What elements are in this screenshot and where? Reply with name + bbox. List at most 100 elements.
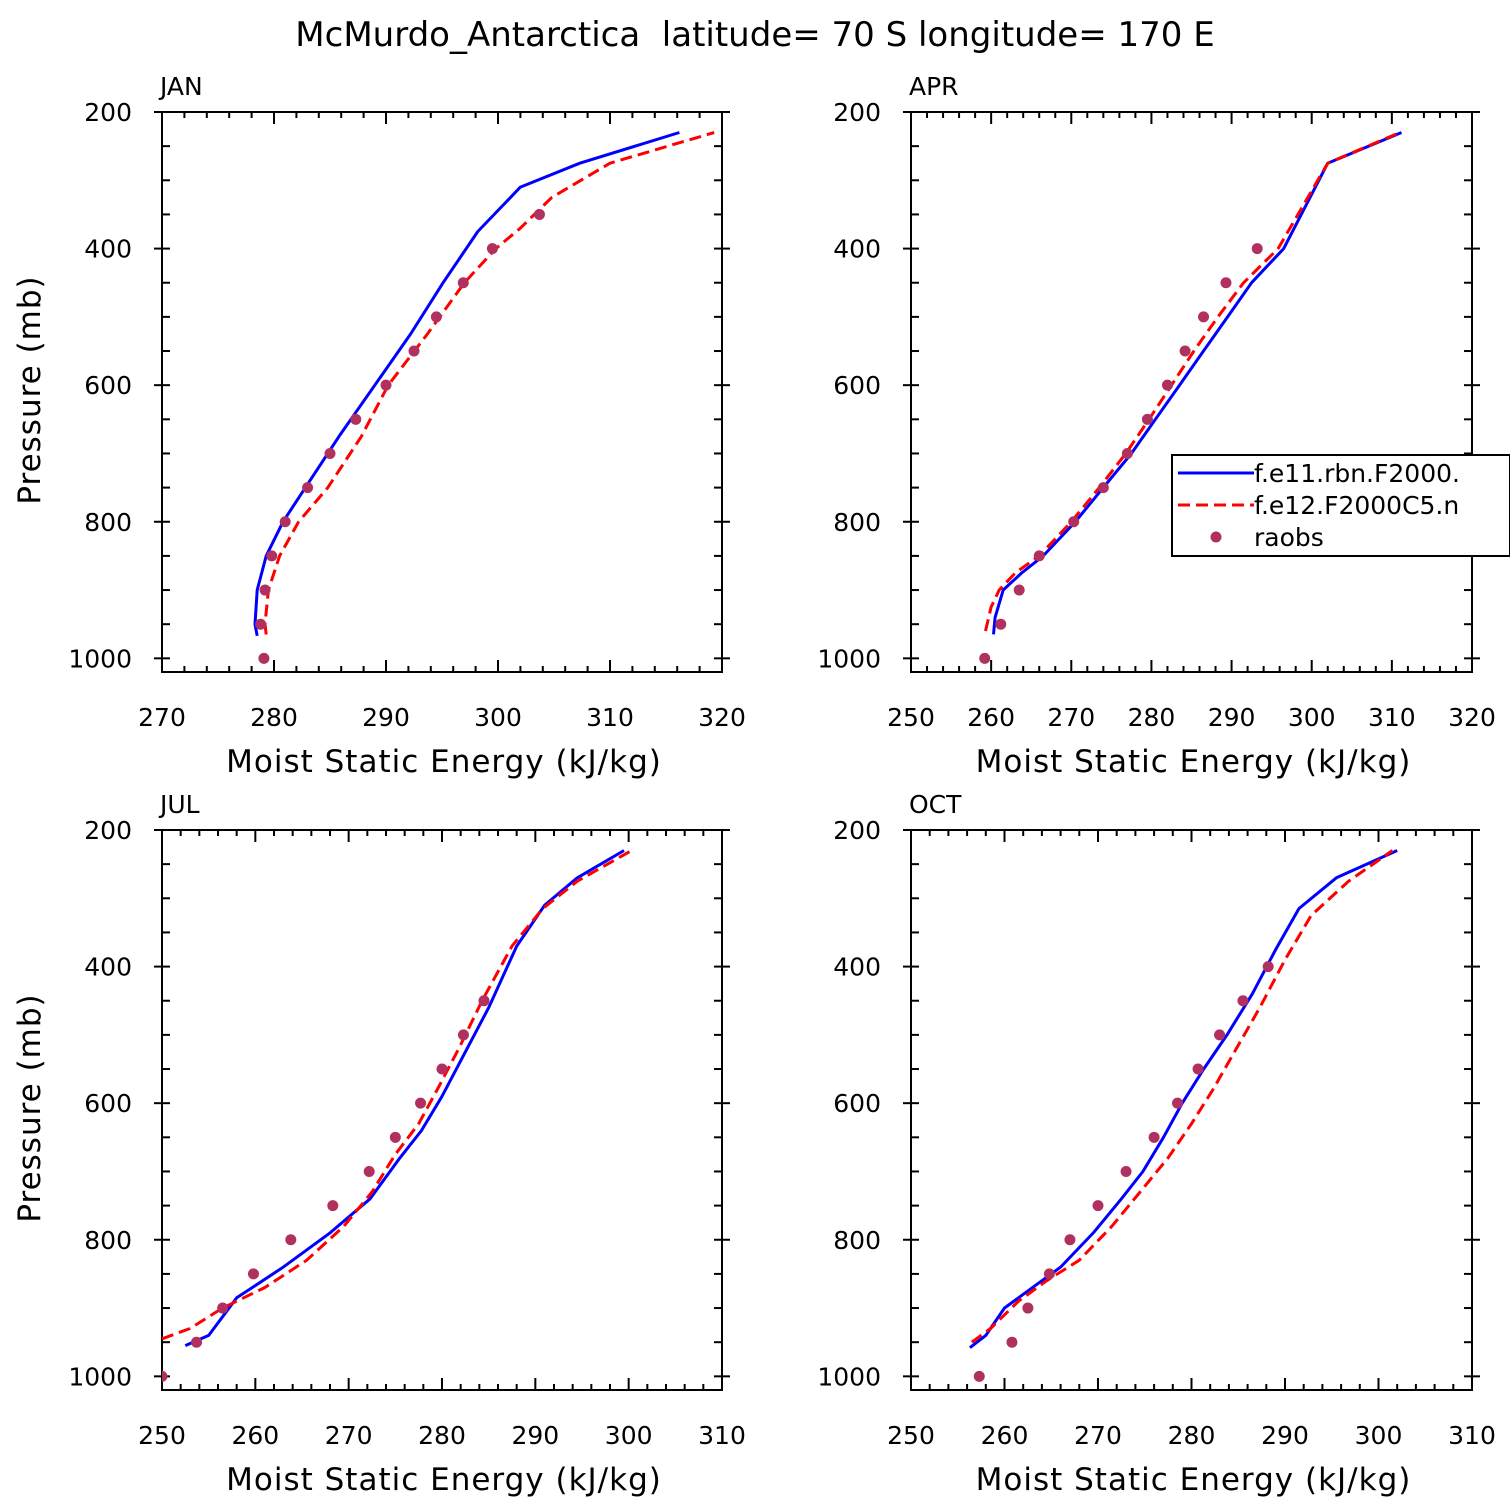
y-tick-label: 400 (833, 235, 881, 264)
panel-oct: 250 260 270 280 290 300 310 200 400 600 800 1000 OCT… (817, 790, 1495, 1498)
series-line-solid (253, 131, 680, 637)
panel-label: JAN (158, 72, 203, 101)
plot-frame (161, 111, 723, 673)
x-tick-label: 260 (967, 703, 1015, 732)
raobs-point (259, 584, 271, 596)
raobs-point (350, 413, 362, 425)
raobs-point (1033, 550, 1045, 562)
x-tick-label: 320 (698, 703, 746, 732)
series-line-dashed (162, 849, 633, 1341)
x-tick-label: 250 (887, 1421, 935, 1450)
panel-label: OCT (909, 790, 962, 819)
raobs-point (415, 1097, 427, 1109)
x-axis-title: Moist Static Energy (kJ/kg) (226, 744, 662, 780)
x-tick-label: 300 (605, 1421, 653, 1450)
raobs-point (1237, 995, 1249, 1007)
y-tick-label: 800 (833, 508, 881, 537)
raobs-point (1262, 961, 1274, 973)
x-tick-label: 320 (1448, 703, 1496, 732)
raobs-point (1097, 482, 1109, 494)
y-tick-label: 1000 (817, 644, 881, 673)
raobs-point (1179, 345, 1191, 357)
raobs-point (302, 482, 314, 494)
x-tick-label: 270 (1047, 703, 1095, 732)
raobs-point (1092, 1200, 1104, 1212)
raobs-point (191, 1336, 203, 1348)
raobs-point (1220, 277, 1232, 289)
series-line-dashed (970, 849, 1394, 1344)
series-line-solid (992, 131, 1403, 635)
y-tick-label: 400 (84, 235, 132, 264)
raobs-point (1022, 1302, 1034, 1314)
x-tick-label: 300 (1355, 1421, 1403, 1450)
raobs-point (1064, 1234, 1076, 1246)
x-tick-label: 310 (1368, 703, 1416, 732)
raobs-point (217, 1302, 229, 1314)
y-tick-label: 400 (84, 953, 132, 982)
legend: f.e11.rbn.F2000. f.e12.F2000C5.n raobs (1171, 454, 1510, 557)
raobs-point (363, 1165, 375, 1177)
raobs-point (973, 1370, 985, 1382)
y-tick-label: 1000 (817, 1362, 881, 1391)
raobs-point (430, 311, 442, 323)
x-tick-label: 270 (138, 703, 186, 732)
raobs-point (266, 550, 278, 562)
raobs-point (285, 1234, 297, 1246)
legend-entry-label: raobs (1254, 523, 1324, 552)
x-axis-title: Moist Static Energy (kJ/kg) (976, 1462, 1412, 1498)
x-axis-title: Moist Static Energy (kJ/kg) (226, 1462, 662, 1498)
x-axis-title: Moist Static Energy (kJ/kg) (976, 744, 1412, 780)
panels-group: 270 280 290 300 310 320 200 400 600 800 1000 JAN Moi… (12, 72, 1510, 1498)
x-tick-label: 250 (138, 1421, 186, 1450)
y-tick-label: 800 (833, 1226, 881, 1255)
raobs-point (1214, 1029, 1226, 1041)
x-tick-label: 310 (698, 1421, 746, 1450)
y-tick-label: 1000 (68, 1362, 132, 1391)
plot-frame (910, 111, 1473, 673)
y-tick-label: 600 (833, 1089, 881, 1118)
legend-marker (1210, 531, 1222, 543)
plot-area (253, 131, 715, 664)
y-tick-label: 200 (84, 816, 132, 845)
plot-frame (910, 829, 1473, 1391)
x-tick-label: 280 (418, 1421, 466, 1450)
x-tick-label: 250 (887, 703, 935, 732)
panel-jan: 270 280 290 300 310 320 200 400 600 800 1000 JAN Moi… (12, 72, 746, 780)
raobs-point (1120, 1165, 1132, 1177)
raobs-point (1068, 516, 1080, 528)
raobs-point (1043, 1268, 1055, 1280)
x-tick-label: 270 (1074, 1421, 1122, 1450)
y-tick-label: 400 (833, 953, 881, 982)
plot-frame (161, 829, 723, 1391)
raobs-point (1198, 311, 1210, 323)
y-axis-title: Pressure (mb) (12, 993, 48, 1222)
x-tick-label: 290 (511, 1421, 559, 1450)
panel-jul: 250 260 270 280 290 300 310 200 400 600 800 1000 JUL… (12, 790, 746, 1498)
raobs-point (255, 618, 267, 630)
x-tick-label: 280 (1168, 1421, 1216, 1450)
y-tick-label: 800 (84, 508, 132, 537)
raobs-point (327, 1200, 339, 1212)
x-tick-label: 260 (981, 1421, 1029, 1450)
x-tick-label: 290 (362, 703, 410, 732)
raobs-point (1161, 379, 1173, 391)
plot-area (968, 849, 1398, 1382)
x-tick-label: 280 (1128, 703, 1176, 732)
y-tick-label: 200 (84, 98, 132, 127)
raobs-point (380, 379, 392, 391)
legend-entry-label: f.e11.rbn.F2000. (1254, 459, 1460, 488)
raobs-point (457, 277, 469, 289)
x-tick-label: 260 (231, 1421, 279, 1450)
raobs-point (486, 243, 498, 255)
y-tick-label: 600 (84, 371, 132, 400)
plot-area (162, 849, 633, 1382)
raobs-point (162, 1370, 168, 1382)
raobs-point (1006, 1336, 1018, 1348)
x-tick-label: 310 (1448, 1421, 1496, 1450)
raobs-point (1251, 243, 1263, 255)
plot-area (979, 131, 1403, 664)
raobs-point (457, 1029, 469, 1041)
raobs-point (478, 995, 490, 1007)
raobs-point (258, 652, 270, 664)
y-tick-label: 600 (84, 1089, 132, 1118)
